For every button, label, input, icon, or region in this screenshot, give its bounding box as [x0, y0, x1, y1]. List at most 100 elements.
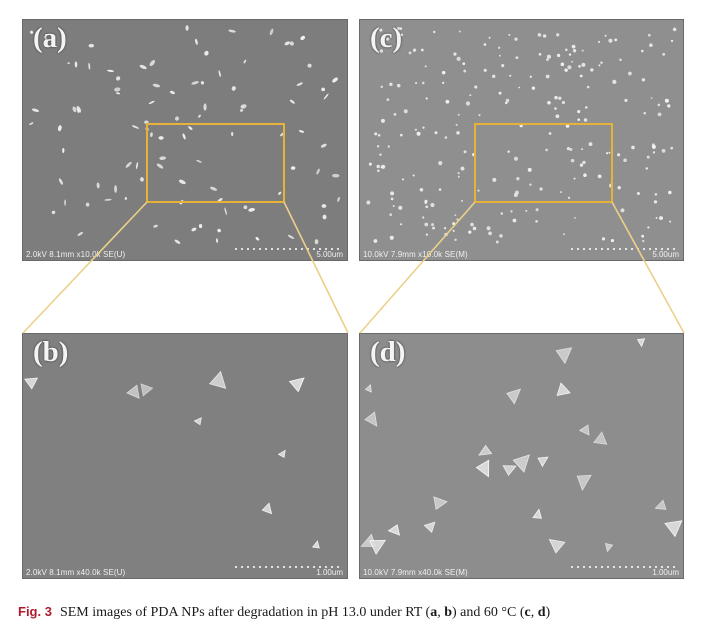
- particle: [433, 496, 448, 511]
- particle: [578, 65, 581, 68]
- particle: [368, 162, 372, 166]
- particle: [369, 539, 387, 555]
- particle: [278, 191, 282, 195]
- particle: [422, 126, 425, 129]
- particle: [555, 114, 560, 119]
- particle: [567, 196, 571, 200]
- particle: [477, 189, 480, 192]
- particle: [124, 197, 128, 200]
- particle: [386, 37, 390, 41]
- particle: [475, 459, 490, 478]
- particle: [529, 75, 532, 78]
- particle: [651, 143, 655, 147]
- particle: [380, 165, 384, 169]
- particle: [636, 338, 646, 348]
- particle: [412, 174, 415, 177]
- particle: [453, 52, 457, 56]
- particle: [535, 220, 538, 223]
- particle: [539, 187, 543, 191]
- particle: [461, 199, 463, 202]
- particle: [152, 83, 161, 88]
- particle: [414, 81, 418, 85]
- particle: [641, 239, 645, 243]
- particle: [624, 98, 628, 103]
- particle: [672, 27, 677, 32]
- particle: [288, 377, 305, 393]
- particle: [495, 240, 499, 244]
- particle: [588, 142, 593, 147]
- particle: [277, 449, 286, 459]
- particle: [470, 222, 474, 227]
- particle: [364, 383, 372, 393]
- particle: [516, 176, 520, 181]
- particle: [280, 132, 285, 137]
- particle: [509, 74, 512, 77]
- particle: [601, 237, 606, 241]
- particle: [560, 62, 565, 67]
- particle: [217, 197, 223, 203]
- sem-panel-d: (d) 10.0kV 7.9mm x40.0k SE(M) 1.00um: [359, 333, 684, 579]
- particle: [144, 120, 149, 125]
- sem-image-a: [29, 25, 340, 245]
- particle: [24, 377, 39, 390]
- particle: [667, 104, 671, 108]
- particle: [582, 160, 586, 165]
- particle: [387, 145, 390, 148]
- particle: [51, 210, 56, 215]
- particle: [159, 156, 167, 160]
- caption-text-2: ,: [437, 605, 445, 620]
- particle: [567, 65, 572, 70]
- particle: [498, 54, 501, 57]
- particle: [203, 103, 207, 111]
- caption-text-1: SEM images of PDA NPs after degradation …: [59, 605, 431, 620]
- sem-panel-a: (a) 2.0kV 8.1mm x10.0k SE(U) 5.00um: [22, 19, 348, 261]
- particle: [556, 53, 561, 58]
- particle: [399, 133, 403, 137]
- particle: [670, 39, 674, 43]
- particle: [529, 183, 532, 186]
- particle: [316, 168, 320, 175]
- particle: [67, 62, 71, 65]
- particle: [191, 81, 199, 85]
- particle: [604, 542, 614, 553]
- particle: [597, 40, 601, 44]
- particle: [85, 202, 90, 207]
- particle: [556, 33, 560, 37]
- particle: [581, 62, 586, 67]
- particle: [88, 62, 91, 70]
- particle: [457, 113, 460, 116]
- particle: [608, 151, 611, 154]
- particle: [149, 60, 156, 67]
- particle: [290, 166, 296, 170]
- particle: [463, 69, 467, 73]
- particle: [547, 101, 551, 105]
- particle: [419, 188, 424, 192]
- particle: [178, 179, 186, 185]
- particle: [390, 191, 395, 196]
- particle: [58, 178, 63, 185]
- particle: [403, 109, 408, 114]
- particle: [179, 200, 184, 205]
- particle: [441, 70, 446, 75]
- particle: [231, 131, 234, 137]
- particle: [569, 148, 573, 152]
- particle: [88, 43, 95, 48]
- particle: [617, 153, 621, 157]
- particle: [389, 213, 392, 216]
- sem-image-b: [24, 370, 320, 549]
- particle: [424, 65, 427, 68]
- particle: [321, 204, 327, 208]
- particle: [150, 132, 153, 137]
- particle: [76, 106, 82, 113]
- particle: [472, 226, 477, 231]
- particle: [525, 209, 528, 212]
- particle: [662, 52, 666, 56]
- particle: [331, 173, 340, 178]
- particle: [191, 227, 197, 232]
- particle: [380, 85, 383, 89]
- sem-image-c: [366, 26, 677, 244]
- particle: [444, 136, 448, 139]
- particle: [420, 48, 424, 52]
- particle: [474, 85, 478, 89]
- particle: [364, 411, 378, 427]
